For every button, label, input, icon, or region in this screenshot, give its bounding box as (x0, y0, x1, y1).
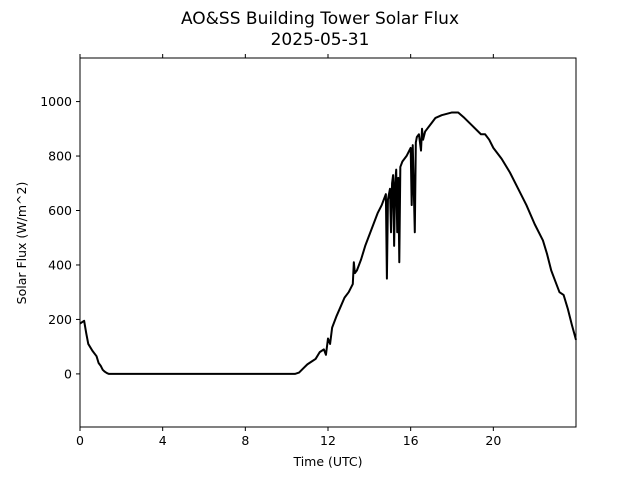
x-tick-label: 16 (403, 433, 419, 448)
y-tick-label: 400 (48, 257, 72, 272)
y-tick-label: 1000 (40, 94, 72, 109)
y-axis-ticks: 0 200 400 600 800 1000 (40, 94, 80, 381)
x-tick-label: 0 (76, 433, 84, 448)
chart-title: AO&SS Building Tower Solar Flux (181, 9, 459, 29)
y-tick-label: 200 (48, 312, 72, 327)
y-axis-label: Solar Flux (W/m^2) (14, 182, 29, 305)
plot-frame (79, 57, 577, 428)
x-tick-label: 20 (485, 433, 501, 448)
y-tick-label: 0 (64, 366, 72, 381)
plot-content (79, 111, 577, 375)
series-line-0 (79, 111, 577, 375)
y-tick-label: 800 (48, 149, 72, 164)
x-tick-label: 12 (320, 433, 336, 448)
x-tick-label: 4 (159, 433, 167, 448)
chart-subtitle: 2025-05-31 (271, 30, 370, 50)
x-tick-label: 8 (241, 433, 249, 448)
x-axis-label: Time (UTC) (292, 454, 362, 469)
y-tick-label: 600 (48, 203, 72, 218)
x-axis-ticks: 0 4 8 12 16 20 (76, 54, 501, 448)
